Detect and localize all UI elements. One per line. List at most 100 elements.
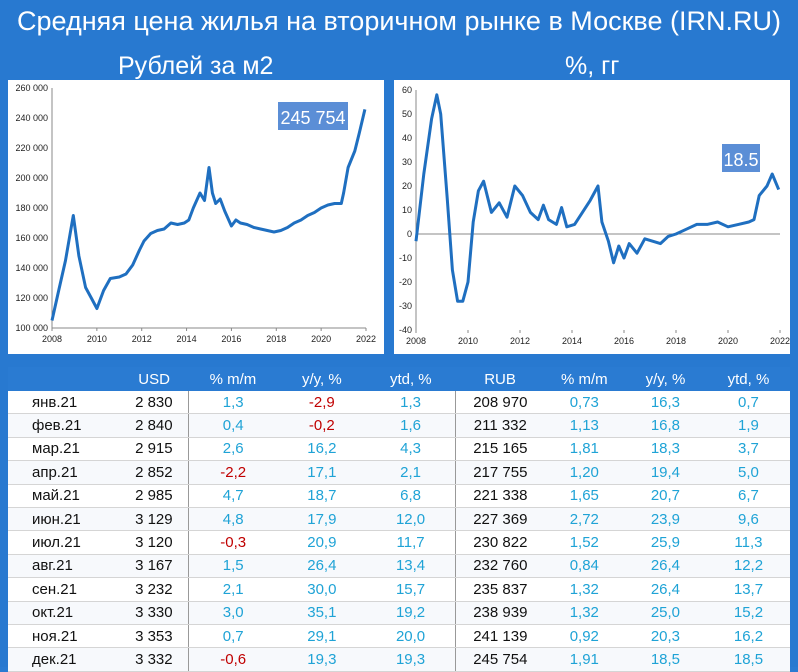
table-cell: 1,65 bbox=[544, 484, 624, 508]
yoy-chart-callout-label: 18.5 bbox=[723, 150, 758, 170]
yoy-chart-y-tick-label: 40 bbox=[402, 133, 412, 143]
table-cell: 1,52 bbox=[544, 530, 624, 555]
table-cell: 19,4 bbox=[623, 460, 707, 485]
right-chart-subtitle: %, гг bbox=[565, 52, 620, 80]
table-cell: 1,5 bbox=[188, 554, 278, 579]
yoy-chart-y-tick-label: 60 bbox=[402, 85, 412, 95]
yoy-chart-y-tick-label: 50 bbox=[402, 109, 412, 119]
table-cell: 2 852 bbox=[119, 460, 189, 485]
yoy-chart-y-tick-label: -20 bbox=[399, 277, 412, 287]
table-cell: 3 120 bbox=[119, 530, 189, 555]
table-cell: 245 754 bbox=[454, 647, 545, 672]
yoy-chart-x-tick-label: 2022 bbox=[770, 336, 790, 346]
table-header-cell: % m/m bbox=[188, 367, 278, 391]
yoy-chart-x-tick-label: 2014 bbox=[562, 336, 582, 346]
yoy-chart-x-tick-label: 2010 bbox=[458, 336, 478, 346]
price-chart-y-tick-label: 220 000 bbox=[15, 143, 48, 153]
table-cell: 20,7 bbox=[623, 484, 707, 508]
table-row: июн.21 3 129 4,8 17,9 12,0 227 369 2,72 23,9 9,6 bbox=[8, 507, 790, 532]
table-body: янв.21 2 830 1,3 -2,9 1,3 208 970 0,73 16,3 0,7 ф… bbox=[8, 391, 790, 672]
table-row: май.21 2 985 4,7 18,7 6,8 221 338 1,65 20,7 6,7 bbox=[8, 484, 790, 508]
table-cell: 227 369 bbox=[454, 507, 545, 532]
table-cell: окт.21 bbox=[8, 601, 120, 625]
yoy-chart-x-tick-label: 2012 bbox=[510, 336, 530, 346]
table-cell: 217 755 bbox=[454, 460, 545, 485]
price-chart-y-tick-label: 140 000 bbox=[15, 263, 48, 273]
price-chart-y-tick-label: 160 000 bbox=[15, 233, 48, 243]
table-cell: мар.21 bbox=[8, 437, 120, 462]
table-cell: 15,7 bbox=[366, 577, 456, 602]
table-cell: 3 330 bbox=[119, 601, 189, 625]
table-cell: -0,2 bbox=[277, 413, 367, 438]
table-cell: 11,7 bbox=[366, 530, 456, 555]
table-cell: 208 970 bbox=[454, 391, 545, 415]
table-cell: 215 165 bbox=[454, 437, 545, 462]
table-cell: 26,4 bbox=[623, 577, 707, 602]
table-cell: 30,0 bbox=[277, 577, 367, 602]
left-chart-subtitle: Рублей за м2 bbox=[118, 52, 274, 80]
price-chart: 100 000 120 000 140 000 160 000 180 000 200 0… bbox=[8, 80, 384, 354]
table-cell: 18,5 bbox=[623, 647, 707, 672]
table-cell: 6,8 bbox=[366, 484, 456, 508]
table-cell: 5,0 bbox=[706, 460, 790, 485]
table-row: ноя.21 3 353 0,7 29,1 20,0 241 139 0,92 20,3 16,… bbox=[8, 624, 790, 649]
table-cell: май.21 bbox=[8, 484, 120, 508]
price-chart-y-tick-label: 200 000 bbox=[15, 173, 48, 183]
table-header-row: USD% m/m y/y, % ytd, % RUB% m/m y/y, % ytd, % bbox=[8, 367, 790, 391]
yoy-chart-y-tick-label: -40 bbox=[399, 325, 412, 335]
table-cell: 15,2 bbox=[706, 601, 790, 625]
table-cell: 0,73 bbox=[544, 391, 624, 415]
table-cell: 4,3 bbox=[366, 437, 456, 462]
table-cell: 2,1 bbox=[366, 460, 456, 485]
price-chart-series-line bbox=[50, 109, 367, 321]
table-cell: 12,2 bbox=[706, 554, 790, 579]
table-header-cell: RUB bbox=[455, 367, 545, 391]
yoy-chart-x-tick-label: 2008 bbox=[406, 336, 426, 346]
table-cell: -0,6 bbox=[188, 647, 278, 672]
table-cell: 1,20 bbox=[544, 460, 624, 485]
table-cell: 25,0 bbox=[623, 601, 707, 625]
table-cell: 221 338 bbox=[454, 484, 545, 508]
table-cell: 1,81 bbox=[544, 437, 624, 462]
table-cell: 18,3 bbox=[623, 437, 707, 462]
table-cell: -0,3 bbox=[188, 530, 278, 555]
table-cell: 0,84 bbox=[544, 554, 624, 579]
table-cell: 1,3 bbox=[188, 391, 278, 415]
table-cell: 19,2 bbox=[366, 601, 456, 625]
price-chart-x-tick-label: 2022 bbox=[356, 334, 376, 344]
table-cell: 23,9 bbox=[623, 507, 707, 532]
table-header-cell: ytd, % bbox=[706, 367, 790, 391]
table-cell: 6,7 bbox=[706, 484, 790, 508]
price-chart-x-tick-label: 2020 bbox=[311, 334, 331, 344]
price-chart-x-tick-label: 2012 bbox=[132, 334, 152, 344]
table-cell: 235 837 bbox=[454, 577, 545, 602]
table-row: фев.21 2 840 0,4 -0,2 1,6 211 332 1,13 16,8 1,9 bbox=[8, 413, 790, 438]
price-chart-x-tick-label: 2018 bbox=[266, 334, 286, 344]
table-cell: сен.21 bbox=[8, 577, 120, 602]
table-cell: 3,7 bbox=[706, 437, 790, 462]
yoy-chart-x-tick-label: 2018 bbox=[666, 336, 686, 346]
table-cell: 25,9 bbox=[623, 530, 707, 555]
price-chart-x-tick-label: 2014 bbox=[177, 334, 197, 344]
table-cell: 20,9 bbox=[277, 530, 367, 555]
table-cell: 4,7 bbox=[188, 484, 278, 508]
table-cell: 3 129 bbox=[119, 507, 189, 532]
table-cell: 13,7 bbox=[706, 577, 790, 602]
table-cell: 26,4 bbox=[623, 554, 707, 579]
table-cell: 2 915 bbox=[119, 437, 189, 462]
page-title: Средняя цена жилья на вторичном рынке в … bbox=[17, 6, 781, 36]
yoy-chart-x-tick-label: 2020 bbox=[718, 336, 738, 346]
table-cell: 211 332 bbox=[454, 413, 545, 438]
table-cell: 19,3 bbox=[366, 647, 456, 672]
price-chart-callout-label: 245 754 bbox=[280, 108, 345, 128]
table-cell: 16,2 bbox=[277, 437, 367, 462]
table-cell: 16,8 bbox=[623, 413, 707, 438]
table-cell: 0,4 bbox=[188, 413, 278, 438]
table-cell: 18,7 bbox=[277, 484, 367, 508]
table-header-cell bbox=[8, 367, 120, 391]
table-header-cell: ytd, % bbox=[366, 367, 456, 391]
table-cell: -2,2 bbox=[188, 460, 278, 485]
table-cell: 13,4 bbox=[366, 554, 456, 579]
yoy-chart-y-tick-label: -10 bbox=[399, 253, 412, 263]
table-cell: -2,9 bbox=[277, 391, 367, 415]
